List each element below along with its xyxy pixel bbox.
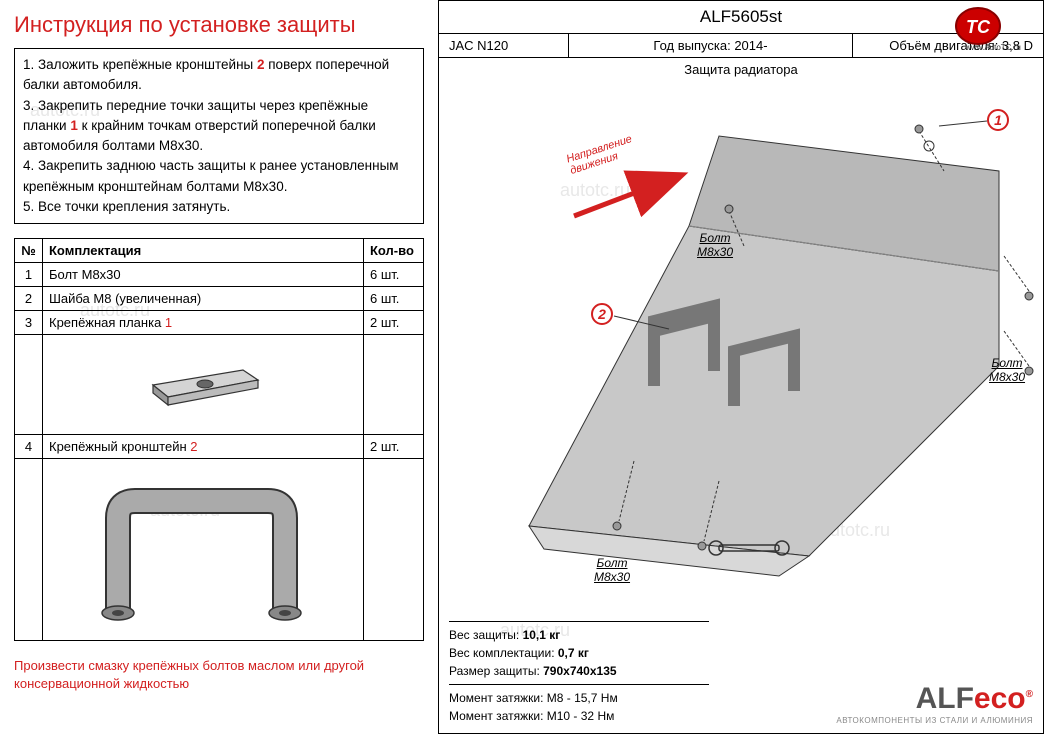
step4: 4. Закрепить заднюю часть защиты к ранее… <box>23 158 399 193</box>
part3-image <box>43 335 364 435</box>
th-num: № <box>15 239 43 263</box>
step1-a: 1. Заложить крепёжные кронштейны <box>23 57 257 72</box>
step1-red: 2 <box>257 57 265 72</box>
table-row: 1 Болт М8х30 6 шт. <box>15 263 424 287</box>
bolt-label-bottom: Болт М8х30 <box>594 556 630 584</box>
specs-box: Вес защиты: 10,1 кг Вес комплектации: 0,… <box>449 621 709 725</box>
table-row: 4 Крепёжный кронштейн 2 2 шт. <box>15 435 424 459</box>
table-row: 2 Шайба М8 (увеличенная) 6 шт. <box>15 287 424 311</box>
bolt-label-right: Болт М8х30 <box>989 356 1025 384</box>
autotc-logo: TC www.AutoTC.ru <box>948 6 1038 57</box>
autotc-url: www.AutoTC.ru <box>964 43 1021 52</box>
table-row: 3 Крепёжная планка 1 2 шт. <box>15 311 424 335</box>
marker-1: 1 <box>987 109 1009 131</box>
instructions-box: 1. Заложить крепёжные кронштейны 2 повер… <box>14 48 424 224</box>
step5: 5. Все точки крепления затянуть. <box>23 199 230 214</box>
parts-table: № Комплектация Кол-во 1 Болт М8х30 6 шт.… <box>14 238 424 641</box>
th-qty: Кол-во <box>364 239 424 263</box>
step3-red: 1 <box>70 118 78 133</box>
footer-note: Произвести смазку крепёжных болтов масло… <box>14 657 424 693</box>
product-subtitle: Защита радиатора <box>439 58 1043 81</box>
part4-image <box>43 459 364 641</box>
marker-2: 2 <box>591 303 613 325</box>
model-label: JAC N120 <box>439 34 569 57</box>
table-row <box>15 459 424 641</box>
main-diagram: Направление движения <box>439 81 1043 591</box>
svg-text:TC: TC <box>966 17 991 37</box>
bolt-label-top: Болт М8х30 <box>697 231 733 259</box>
th-name: Комплектация <box>43 239 364 263</box>
page-title: Инструкция по установке защиты <box>14 12 424 38</box>
table-row <box>15 335 424 435</box>
alfeco-logo: ALFeco® АВТОКОМПОНЕНТЫ ИЗ СТАЛИ И АЛЮМИН… <box>836 682 1033 725</box>
